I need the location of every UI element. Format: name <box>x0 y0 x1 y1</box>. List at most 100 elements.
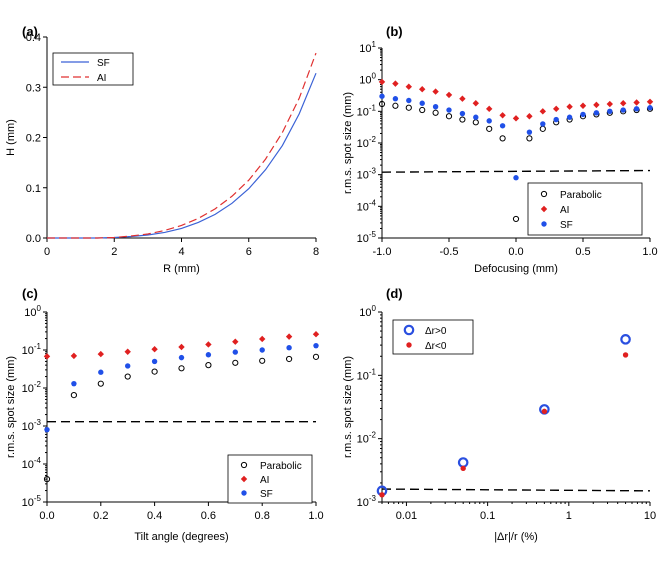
x-tick-label: 6 <box>246 246 252 258</box>
legend-label: Parabolic <box>560 190 602 201</box>
x-axis-title: Defocusing (mm) <box>474 263 558 275</box>
data-point <box>633 106 640 112</box>
data-point <box>392 80 399 87</box>
data-point <box>124 373 131 380</box>
legend-label: Parabolic <box>260 461 302 472</box>
data-point <box>580 111 586 118</box>
data-point <box>406 97 412 104</box>
data-point <box>419 85 426 93</box>
x-tick-label: 4 <box>178 246 184 258</box>
data-point <box>232 338 239 345</box>
data-point <box>513 175 519 181</box>
y-tick-label: 10-2 <box>22 380 42 395</box>
data-point <box>43 353 51 360</box>
data-point <box>313 342 319 349</box>
legend-label: SF <box>260 489 273 500</box>
data-point <box>541 408 548 415</box>
y-tick-label: 10-3 <box>22 418 42 433</box>
x-axis-title: |Δr|/r (%) <box>494 531 538 543</box>
data-point <box>539 108 546 115</box>
panel-a: (a) 0 2 4 6 8 0.0 0.1 0.2 0.3 0.4 R (mm) H (mm) SF AI <box>5 24 319 275</box>
series-SF <box>44 342 319 433</box>
panel-b: (b) -1.0 -0.5 0.0 0.5 1.0 10-5 10-4 10-3 10-2 10-1… <box>342 24 658 275</box>
data-point <box>539 125 546 132</box>
series-SF <box>379 93 653 181</box>
y-axis-title: r.m.s. spot size (mm) <box>342 356 354 458</box>
data-point <box>178 365 185 372</box>
x-tick-label: -0.5 <box>440 246 459 258</box>
data-point <box>526 113 533 120</box>
y-tick-label: 10-5 <box>357 230 377 245</box>
y-tick-label: 101 <box>359 40 376 55</box>
y-tick-label: 10-1 <box>357 367 377 382</box>
data-point <box>392 96 399 102</box>
data-point <box>151 358 158 365</box>
data-point <box>512 215 520 223</box>
x-tick-label: 0.0 <box>508 246 523 258</box>
series-AI <box>43 331 320 360</box>
data-point <box>379 93 385 99</box>
x-tick-label: 10 <box>644 510 656 522</box>
y-tick-label: 10-2 <box>357 431 377 446</box>
data-point <box>432 104 439 110</box>
data-point <box>579 102 587 109</box>
data-point <box>622 352 629 358</box>
y-tick-label: 0.0 <box>26 233 41 245</box>
data-point <box>553 116 559 123</box>
x-tick-label: 0.1 <box>480 510 495 522</box>
data-point <box>124 348 131 355</box>
data-point <box>459 116 466 123</box>
data-point <box>232 349 238 355</box>
data-point <box>620 334 631 345</box>
y-tick-label: 0.2 <box>26 133 41 145</box>
legend-label: AI <box>97 73 106 84</box>
x-tick-label: 0.2 <box>93 510 108 522</box>
data-point <box>606 100 613 108</box>
data-point <box>419 100 425 106</box>
data-point <box>405 83 412 90</box>
data-point <box>378 100 386 108</box>
reference-dashed-line <box>381 169 651 173</box>
legend: Parabolic AI SF <box>527 182 643 236</box>
data-point <box>566 114 573 120</box>
data-point <box>70 352 78 360</box>
panel-label: (c) <box>22 286 38 301</box>
data-point <box>97 350 104 358</box>
series-line <box>47 52 317 239</box>
data-point <box>286 355 293 363</box>
legend-label: Δr>0 <box>425 326 447 337</box>
series-AI <box>378 78 654 122</box>
x-tick-label: 0 <box>44 246 50 258</box>
reference-dashed-line <box>381 488 651 492</box>
y-tick-label: 10-4 <box>357 198 377 213</box>
x-tick-label: -1.0 <box>373 246 392 258</box>
data-point <box>459 110 466 117</box>
data-point <box>392 102 399 109</box>
data-point <box>151 368 158 375</box>
panel-d: (d) 0.01 0.1 1 10 10-3 10-2 10-1 100 |Δr|/r (%) r.… <box>342 286 656 543</box>
data-point <box>419 106 426 114</box>
data-point <box>379 492 385 498</box>
y-tick-label: 10-3 <box>357 167 377 182</box>
y-tick-label: 0.4 <box>26 32 41 44</box>
data-point <box>151 345 158 353</box>
legend-label: SF <box>560 220 573 231</box>
panel-label: (d) <box>386 286 403 301</box>
data-point <box>540 121 546 127</box>
series-AI <box>47 52 317 239</box>
y-tick-label: 10-4 <box>22 456 42 471</box>
legend-swatch <box>406 342 412 348</box>
y-tick-label: 0.1 <box>26 183 41 195</box>
data-point <box>312 331 320 338</box>
panel-label: (b) <box>386 24 403 39</box>
y-axis-title: H (mm) <box>5 119 17 156</box>
data-point <box>472 100 479 107</box>
data-point <box>259 357 266 364</box>
data-point <box>486 118 492 124</box>
data-point <box>620 100 627 107</box>
data-point <box>405 104 412 111</box>
data-point <box>499 135 506 142</box>
data-point <box>232 359 239 366</box>
data-point <box>125 363 131 369</box>
